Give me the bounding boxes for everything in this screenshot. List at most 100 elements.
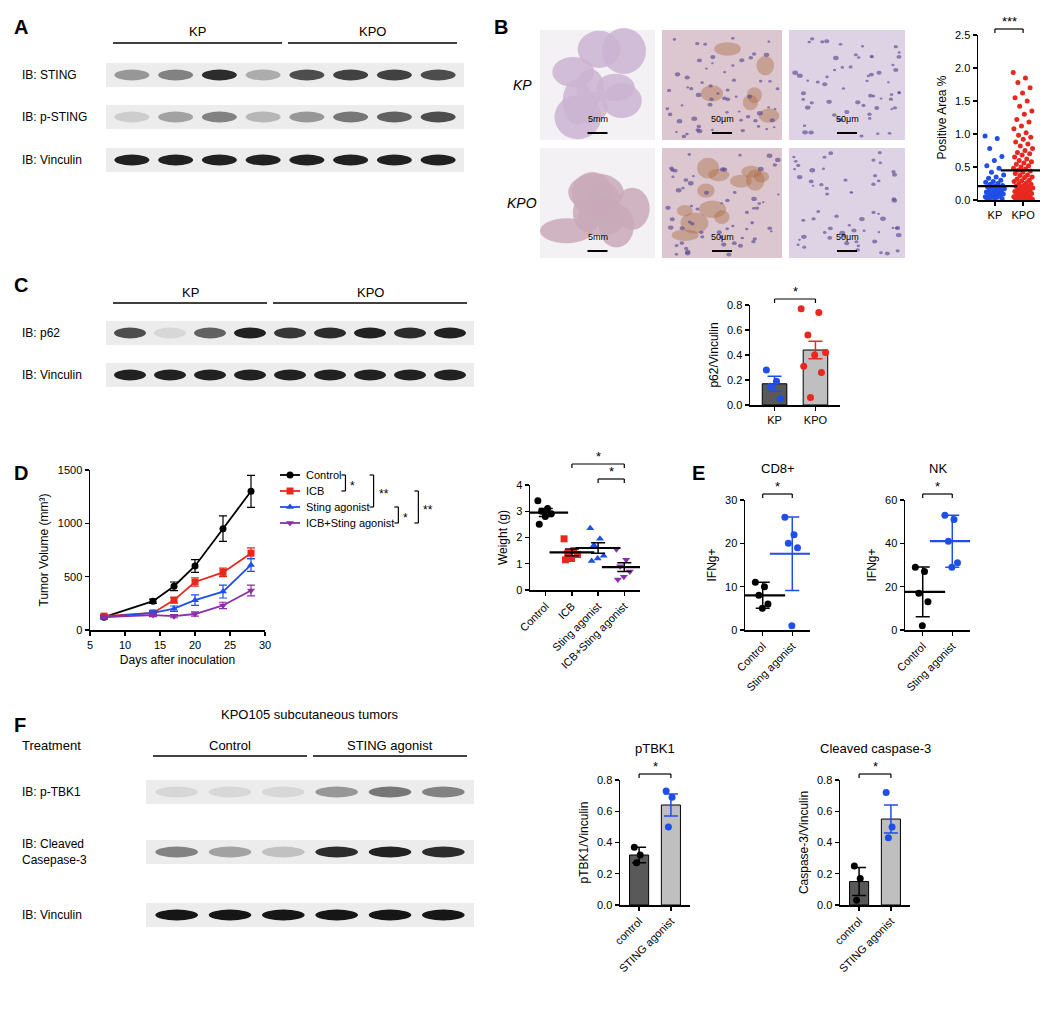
svg-text:50μm: 50μm: [711, 114, 734, 124]
svg-text:0.8: 0.8: [597, 774, 612, 786]
svg-text:ICB+Sting agonist: ICB+Sting agonist: [306, 517, 394, 529]
svg-text:IB: STING: IB: STING: [22, 68, 77, 82]
svg-text:50μm: 50μm: [836, 114, 859, 124]
svg-text:KP: KP: [767, 414, 782, 426]
svg-text:50μm: 50μm: [711, 232, 734, 242]
svg-text:KPO: KPO: [1011, 209, 1035, 221]
svg-text:control: control: [833, 915, 865, 947]
svg-text:**: **: [379, 487, 389, 501]
svg-text:pTBK1: pTBK1: [635, 741, 675, 756]
svg-text:500: 500: [64, 571, 82, 583]
svg-text:Control: Control: [894, 640, 928, 674]
svg-text:*: *: [653, 759, 658, 774]
svg-text:0.0: 0.0: [817, 899, 832, 911]
svg-text:KP: KP: [182, 285, 199, 300]
svg-text:Days after inoculation: Days after inoculation: [120, 653, 235, 667]
svg-text:1: 1: [516, 558, 522, 570]
svg-text:control: control: [613, 915, 645, 947]
svg-text:40: 40: [885, 537, 897, 549]
svg-text:Control: Control: [734, 640, 768, 674]
svg-text:p62/Vinculin: p62/Vinculin: [707, 322, 721, 387]
svg-text:ICB: ICB: [306, 485, 324, 497]
svg-text:0.6: 0.6: [727, 324, 742, 336]
svg-text:*: *: [596, 449, 601, 464]
svg-text:D: D: [14, 462, 28, 484]
svg-text:30: 30: [725, 494, 737, 506]
svg-text:KPO105 subcutaneous tumors: KPO105 subcutaneous tumors: [221, 707, 399, 722]
svg-text:***: ***: [1002, 14, 1017, 29]
svg-text:F: F: [14, 714, 26, 736]
svg-text:0.0: 0.0: [727, 399, 742, 411]
svg-text:Positive Area %: Positive Area %: [935, 75, 949, 159]
svg-text:IB: CleavedCasepase-3: IB: CleavedCasepase-3: [22, 837, 87, 867]
svg-text:5: 5: [87, 639, 93, 651]
svg-text:15: 15: [154, 639, 166, 651]
svg-text:0.4: 0.4: [727, 349, 742, 361]
svg-text:Sting agonist: Sting agonist: [744, 640, 797, 693]
svg-text:3: 3: [516, 505, 522, 517]
svg-text:20: 20: [189, 639, 201, 651]
svg-text:Sting agonist: Sting agonist: [550, 600, 603, 653]
svg-text:STING agonist: STING agonist: [837, 915, 896, 974]
svg-text:0.2: 0.2: [597, 868, 612, 880]
svg-text:0.5: 0.5: [955, 161, 970, 173]
svg-text:20: 20: [725, 537, 737, 549]
svg-text:A: A: [14, 16, 28, 38]
svg-text:5mm: 5mm: [588, 232, 608, 242]
svg-text:Sting agonist: Sting agonist: [904, 640, 957, 693]
svg-text:2.0: 2.0: [955, 62, 970, 74]
svg-text:KP: KP: [513, 77, 532, 93]
svg-text:Control: Control: [517, 600, 551, 634]
svg-text:0.6: 0.6: [597, 805, 612, 817]
svg-text:0: 0: [76, 624, 82, 636]
svg-text:*: *: [350, 479, 355, 493]
svg-text:0: 0: [891, 624, 897, 636]
svg-text:10: 10: [119, 639, 131, 651]
svg-text:50μm: 50μm: [836, 232, 859, 242]
svg-text:*: *: [609, 464, 614, 479]
svg-text:10: 10: [725, 581, 737, 593]
svg-text:0.6: 0.6: [817, 805, 832, 817]
svg-text:25: 25: [224, 639, 236, 651]
svg-text:KPO: KPO: [359, 24, 386, 39]
svg-text:ICB+Sting agonist: ICB+Sting agonist: [559, 600, 630, 671]
svg-text:Caspase-3/Vinculin: Caspase-3/Vinculin: [797, 791, 811, 894]
svg-text:IFNg+: IFNg+: [865, 548, 879, 581]
svg-text:4: 4: [516, 479, 522, 491]
svg-text:0.4: 0.4: [817, 836, 832, 848]
svg-text:IB: p62: IB: p62: [22, 326, 60, 340]
svg-text:**: **: [423, 503, 433, 517]
svg-text:*: *: [403, 511, 408, 525]
svg-text:Cleaved caspase-3: Cleaved caspase-3: [820, 741, 931, 756]
svg-text:20: 20: [885, 581, 897, 593]
svg-text:1500: 1500: [58, 464, 82, 476]
svg-text:Sting agonist: Sting agonist: [306, 501, 370, 513]
svg-text:Weight (g): Weight (g): [496, 510, 510, 565]
svg-text:KP: KP: [189, 24, 206, 39]
svg-text:0.8: 0.8: [817, 774, 832, 786]
svg-text:KP: KP: [988, 209, 1003, 221]
svg-text:1.5: 1.5: [955, 95, 970, 107]
svg-text:30: 30: [259, 639, 271, 651]
svg-text:CD8+: CD8+: [761, 461, 795, 476]
svg-text:Control: Control: [306, 469, 341, 481]
svg-text:*: *: [793, 284, 798, 299]
svg-text:Treatment: Treatment: [22, 738, 81, 753]
svg-text:B: B: [494, 16, 508, 38]
svg-text:KPO: KPO: [804, 414, 828, 426]
svg-text:pTBK1/Vinculin: pTBK1/Vinculin: [577, 802, 591, 884]
svg-text:IB: Vinculin: IB: Vinculin: [22, 368, 82, 382]
svg-text:0: 0: [516, 584, 522, 596]
svg-text:0.8: 0.8: [727, 299, 742, 311]
svg-text:NK: NK: [929, 461, 947, 476]
svg-text:IB: p-STING: IB: p-STING: [22, 110, 87, 124]
svg-text:KPO: KPO: [507, 195, 537, 211]
svg-text:C: C: [14, 274, 28, 296]
svg-text:Control: Control: [209, 738, 251, 753]
svg-text:*: *: [775, 479, 780, 494]
svg-text:2: 2: [516, 531, 522, 543]
svg-text:Tumor Volume (mm³): Tumor Volume (mm³): [37, 494, 51, 607]
svg-text:0.0: 0.0: [955, 194, 970, 206]
svg-text:*: *: [935, 479, 940, 494]
svg-text:*: *: [873, 759, 878, 774]
